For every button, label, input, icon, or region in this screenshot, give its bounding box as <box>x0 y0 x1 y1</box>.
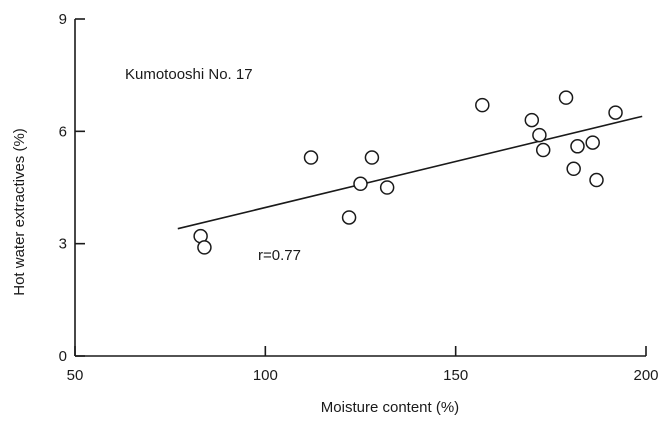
data-point <box>379 180 395 195</box>
data-point <box>589 172 604 188</box>
axes <box>74 19 646 357</box>
data-points <box>193 90 623 255</box>
data-point <box>608 105 623 120</box>
x-axis-label: Moisture content (%) <box>321 399 459 416</box>
data-point <box>475 97 490 113</box>
x-tick-label: 200 <box>633 367 658 384</box>
ticks: 0 3 6 9 50 100 150 200 <box>59 11 659 384</box>
data-point <box>558 90 574 105</box>
y-tick-label: 3 <box>59 236 67 253</box>
x-tick-label: 50 <box>67 367 84 384</box>
data-point <box>570 139 585 154</box>
regression-line <box>177 115 643 230</box>
data-point <box>197 240 212 255</box>
data-point <box>535 142 551 158</box>
data-point <box>566 161 581 177</box>
x-tick-label: 100 <box>253 367 278 384</box>
correlation-annotation: r=0.77 <box>258 247 301 264</box>
data-point <box>532 127 547 143</box>
data-point <box>341 210 357 225</box>
sample-annotation: Kumotooshi No. 17 <box>125 66 253 83</box>
data-point <box>364 150 380 165</box>
x-tick-label: 150 <box>443 367 468 384</box>
data-point <box>524 112 540 128</box>
y-tick-label: 6 <box>59 123 67 140</box>
data-point <box>585 135 600 150</box>
data-point <box>303 150 319 165</box>
data-point <box>353 176 368 192</box>
y-tick-label: 9 <box>59 11 67 28</box>
y-axis-label: Hot water extractives (%) <box>11 128 28 296</box>
regression-layer <box>177 115 643 230</box>
y-tick-label: 0 <box>59 348 67 365</box>
